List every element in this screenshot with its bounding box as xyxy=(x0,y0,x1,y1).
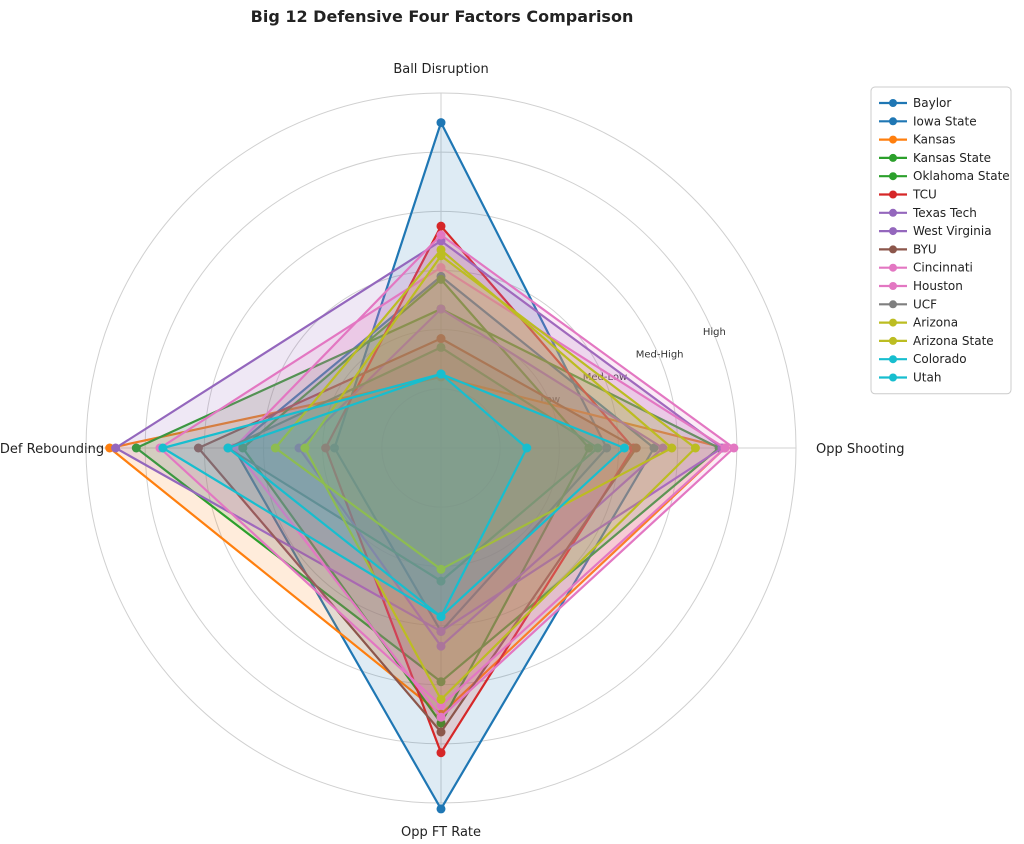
legend-label: TCU xyxy=(912,188,937,202)
data-point xyxy=(729,443,739,453)
legend-marker xyxy=(889,336,897,345)
legend-label: Utah xyxy=(913,371,941,385)
data-point xyxy=(436,694,446,704)
data-point xyxy=(436,118,446,128)
ring-label: High xyxy=(703,327,726,338)
ring-label: Med-High xyxy=(636,349,684,360)
chart-title: Big 12 Defensive Four Factors Comparison xyxy=(251,7,634,26)
data-point xyxy=(330,443,339,453)
legend-marker xyxy=(889,282,897,290)
legend-marker xyxy=(889,190,897,199)
legend-marker xyxy=(889,263,897,272)
data-point xyxy=(436,748,446,758)
legend-marker xyxy=(889,153,897,162)
data-point xyxy=(690,443,700,453)
data-point xyxy=(436,612,446,622)
legend-label: Arizona State xyxy=(913,334,994,348)
data-point xyxy=(158,443,168,453)
data-point xyxy=(436,804,446,814)
legend-label: Cincinnati xyxy=(913,261,973,275)
legend-label: Texas Tech xyxy=(912,206,977,220)
axis-label: Opp Shooting xyxy=(816,442,904,457)
data-point xyxy=(223,443,233,453)
legend-marker xyxy=(889,99,897,107)
data-point xyxy=(436,221,446,231)
legend-marker xyxy=(889,318,897,327)
data-point xyxy=(436,230,446,240)
series-layer xyxy=(105,118,739,814)
axis-label: Ball Disruption xyxy=(393,62,488,77)
data-point xyxy=(270,443,280,453)
data-point xyxy=(436,274,446,284)
legend-marker xyxy=(889,208,897,217)
data-point xyxy=(300,443,310,453)
legend-marker xyxy=(889,135,897,144)
data-point xyxy=(602,443,612,453)
data-point xyxy=(321,443,331,453)
legend-marker xyxy=(889,227,897,236)
legend-label: Colorado xyxy=(913,352,967,366)
legend-marker xyxy=(889,373,897,382)
data-point xyxy=(436,712,446,722)
data-point xyxy=(436,564,446,574)
axis-label: Def Rebounding xyxy=(0,442,104,457)
legend-marker xyxy=(889,300,897,309)
legend-label: BYU xyxy=(913,242,937,256)
data-point xyxy=(436,263,446,273)
data-point xyxy=(584,443,594,453)
legend-label: Arizona xyxy=(913,316,958,330)
data-point xyxy=(436,334,446,344)
data-point xyxy=(593,443,603,453)
data-point xyxy=(658,443,668,453)
legend-label: Baylor xyxy=(913,96,951,110)
data-point xyxy=(193,443,203,453)
legend-label: UCF xyxy=(913,297,937,311)
data-point xyxy=(619,443,629,453)
data-point xyxy=(436,369,446,379)
legend-label: Oklahoma State xyxy=(913,169,1010,183)
legend-label: Houston xyxy=(913,279,963,293)
legend-marker xyxy=(889,172,897,181)
legend-label: Kansas xyxy=(913,133,955,147)
data-point xyxy=(436,626,446,636)
data-point xyxy=(111,443,121,453)
data-point xyxy=(436,677,446,687)
legend-marker xyxy=(889,245,897,254)
data-point xyxy=(436,576,446,586)
legend-label: West Virginia xyxy=(913,224,992,238)
legend: Baylor Iowa State Kansas Kansas State Oklaho… xyxy=(870,86,1012,395)
axis-label: Opp FT Rate xyxy=(401,825,481,840)
data-point xyxy=(436,342,446,352)
data-point xyxy=(522,443,532,453)
data-point xyxy=(131,443,141,453)
data-point xyxy=(667,443,677,453)
data-point xyxy=(436,304,446,314)
legend-marker xyxy=(889,117,897,126)
data-point xyxy=(436,641,446,651)
data-point xyxy=(720,443,730,453)
data-point xyxy=(436,727,446,737)
legend-marker xyxy=(889,355,897,364)
data-point xyxy=(631,443,641,453)
ring-label: Med-Low xyxy=(583,372,627,383)
data-point xyxy=(238,443,248,453)
legend-label: Iowa State xyxy=(913,114,977,128)
legend-label: Kansas State xyxy=(913,151,991,165)
legend-frame xyxy=(870,86,1012,395)
data-point xyxy=(649,443,659,453)
data-point xyxy=(436,251,446,261)
